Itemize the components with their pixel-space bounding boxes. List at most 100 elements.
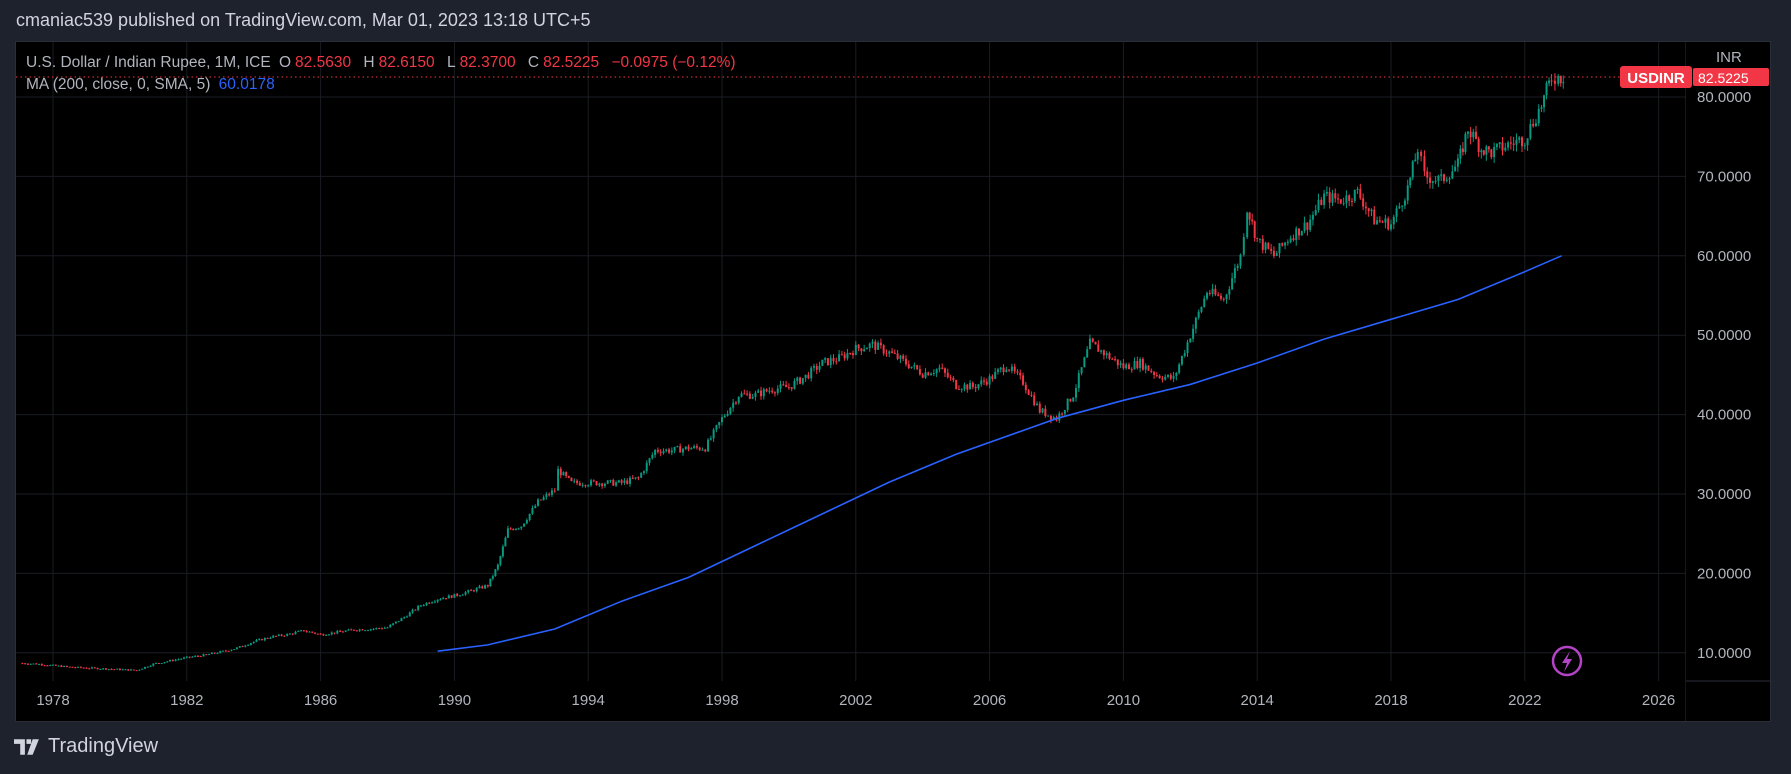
tradingview-logo[interactable]: TradingView [14,735,158,758]
candle-body [991,376,994,379]
candle-body [1545,83,1548,96]
candle-body [1309,219,1312,230]
candle-body [408,612,411,617]
candle-body [450,595,453,598]
price-axis-background [1686,42,1770,721]
candle-body [525,519,528,524]
candle-body [1248,212,1251,220]
candle-body [1211,288,1214,295]
candle-body [1077,373,1080,389]
candle-body [1487,146,1490,150]
candle-body [904,358,907,365]
candle-body [963,384,966,390]
candle-body [821,359,824,366]
candle-body [85,667,88,669]
candle-body [445,598,448,600]
candle-body [1298,228,1301,236]
candle-body [930,373,933,376]
candle-body [60,665,63,667]
lightning-icon[interactable] [1551,645,1583,677]
symbol-title: U.S. Dollar / Indian Rupee, 1M, ICE [26,54,271,71]
candle-body [1284,242,1287,246]
candle-body [1323,193,1326,205]
candle-body [71,666,74,668]
candle-body [840,354,843,356]
candle-body [1147,365,1150,371]
candle-body [1097,344,1100,352]
candle-body [280,634,283,636]
candle-body [807,374,810,379]
candle-body [645,462,648,472]
candle-body [1225,294,1228,300]
y-tick-label: 30.0000 [1697,486,1751,503]
candle-body [1144,365,1147,370]
candle-body [787,387,790,389]
candle-body [946,372,949,378]
chart-pane[interactable]: 10.0000 20.0000 30.0000 40.0000 50.0000 60.00… [15,41,1771,722]
close-label: C [527,54,540,71]
candle-body [1482,150,1485,155]
candle-body [734,402,737,404]
candle-body [1359,188,1362,199]
candle-body [1080,367,1083,374]
symbol-legend-row[interactable]: U.S. Dollar / Indian Rupee, 1M, ICE O 82.… [26,52,740,74]
candle-body [782,384,785,386]
candle-body [746,393,749,395]
candle-body [305,631,308,633]
candle-body [1328,191,1331,203]
candle-body [785,384,788,388]
candle-body [1141,359,1144,370]
candle-body [1442,174,1445,182]
candle-body [815,366,818,370]
candle-body [902,355,905,359]
legend: U.S. Dollar / Indian Rupee, 1M, ICE O 82.… [26,52,740,96]
price-chart[interactable]: 10.0000 20.0000 30.0000 40.0000 50.0000 60.00… [16,42,1770,721]
candle-body [709,438,712,440]
candle-body [1102,350,1105,356]
candle-body [65,665,68,667]
candle-body [1342,203,1345,205]
candle-body [1158,375,1161,379]
candle-body [358,629,361,631]
x-tick-label: 2010 [1107,692,1140,709]
candle-body [1010,366,1013,371]
x-tick-label: 2014 [1241,692,1274,709]
ma-legend-row[interactable]: MA (200, close, 0, SMA, 5) 60.0178 [26,74,740,96]
candle-body [1306,222,1309,230]
candle-body [1537,108,1540,124]
candle-body [949,377,952,379]
candle-body [1411,161,1414,178]
candle-body [512,529,515,531]
candle-body [1246,212,1249,238]
candle-body [297,630,300,632]
x-tick-label: 2022 [1508,692,1541,709]
candle-body [21,663,24,665]
candle-body [1518,137,1521,140]
candle-body [654,449,657,455]
x-tick-label: 2026 [1642,692,1675,709]
candle-body [325,634,328,636]
candle-body [913,365,916,367]
ma-value: 60.0178 [218,76,275,93]
candle-body [77,666,80,668]
candle-body [832,358,835,362]
candle-body [227,650,230,652]
candle-body [400,618,403,622]
candle-body [163,662,166,664]
candle-body [1267,242,1270,249]
candle-body [339,630,342,632]
candle-body [1072,397,1075,402]
candle-body [910,366,913,369]
y-tick-label: 10.0000 [1697,645,1751,662]
candle-body [1398,206,1401,209]
last-price-label: 82.5225 [1698,70,1749,86]
candle-body [333,632,336,634]
candle-body [729,407,732,414]
candle-body [152,663,155,666]
candle-body [130,669,133,671]
y-tick-label: 70.0000 [1697,168,1751,185]
candle-body [1083,357,1086,368]
candle-body [32,663,35,665]
candle-body [941,367,944,369]
candle-body [534,505,537,508]
